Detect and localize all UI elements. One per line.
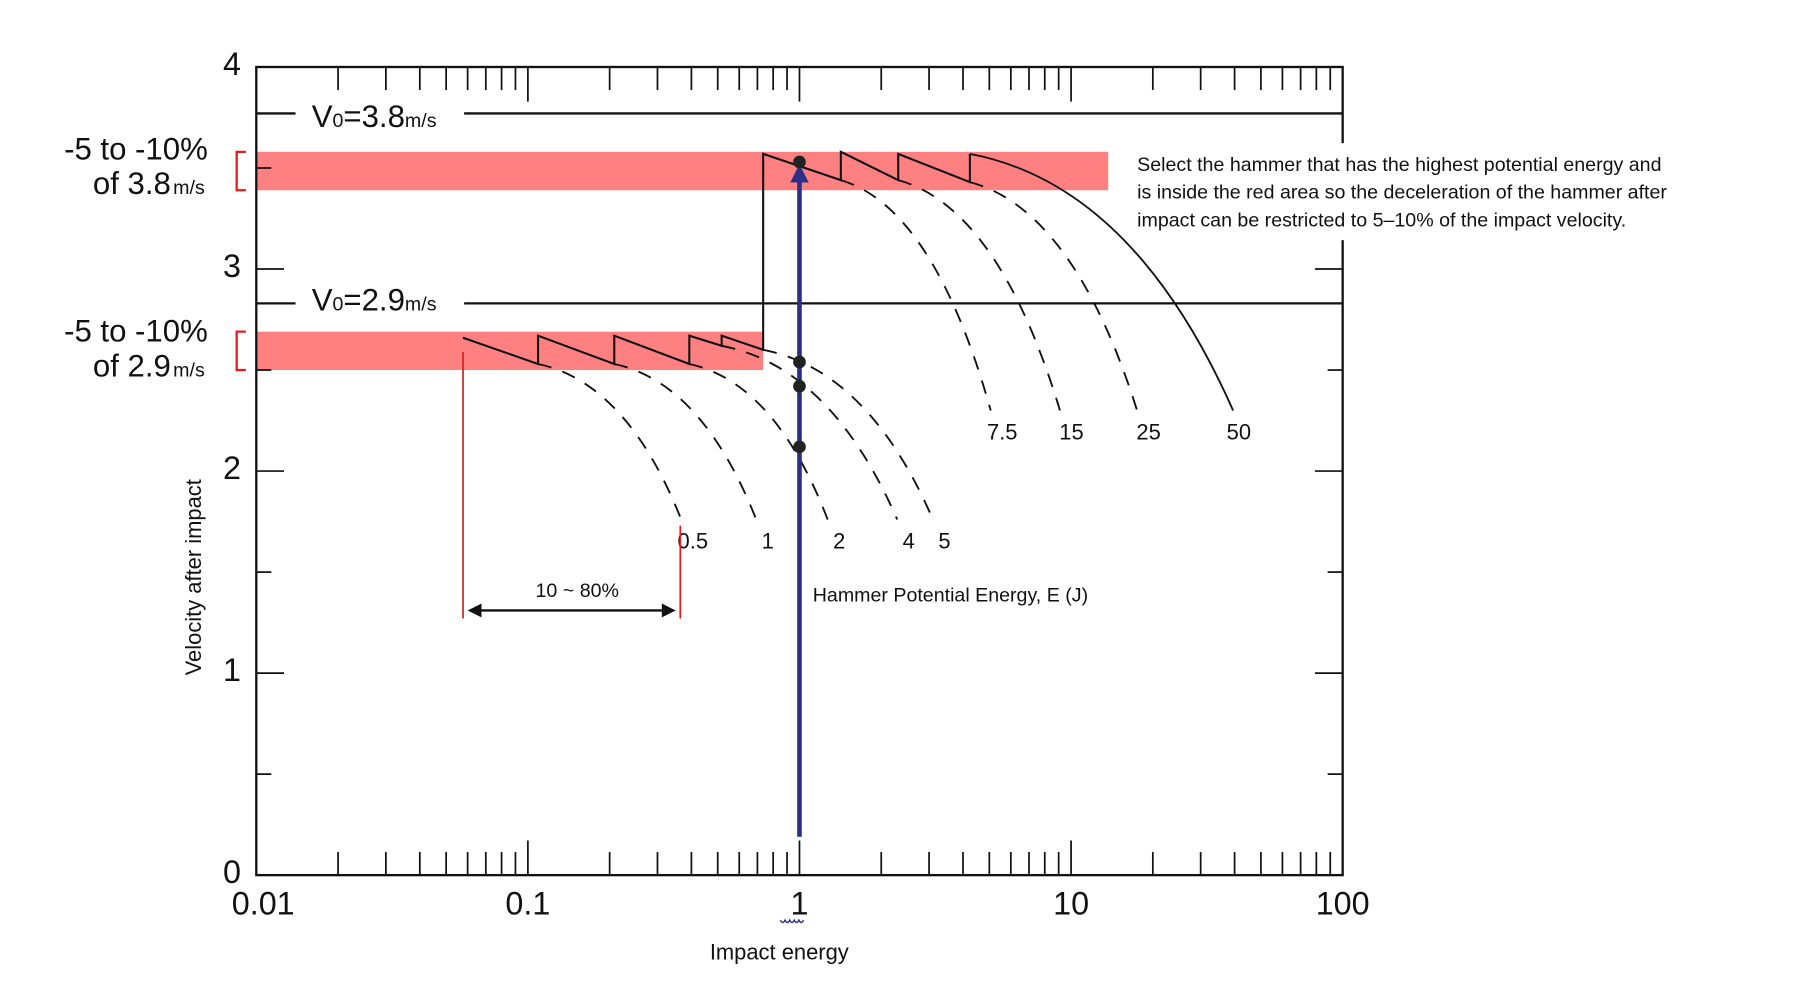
y-axis-title: Velocity after impact <box>181 479 206 675</box>
annotation-line: is inside the red area so the decelerati… <box>1137 182 1667 204</box>
energy-curve-5 <box>762 348 934 520</box>
band-label-2.9: -5 to -10% of 2.9 m/s <box>64 314 208 384</box>
band-label-unit: m/s <box>173 177 205 199</box>
band-3.8 <box>256 151 1109 191</box>
marks: 0.5 1 2 4 5 7.5 15 25 50 <box>462 150 1251 837</box>
v0-label: V0=2.9m/s <box>312 283 437 318</box>
band-label-3.8: -5 to -10% of 3.8 m/s <box>64 131 208 201</box>
spellcheck-squiggle-icon <box>779 918 805 924</box>
energy-curve-label: 25 <box>1136 419 1160 444</box>
energy-curve-0.5 <box>537 363 683 520</box>
y-tick-label: 4 <box>223 46 241 82</box>
arrowhead-up-icon <box>790 163 809 183</box>
data-point <box>793 355 806 369</box>
band-label-line2: of 2.9 <box>93 348 171 383</box>
energy-curve-label: 1 <box>762 528 774 553</box>
curve-family-label: Hammer Potential Energy, E (J) <box>813 585 1088 607</box>
energy-curve-label: 15 <box>1059 419 1083 444</box>
bands <box>235 150 1109 372</box>
energy-curve-50 <box>969 152 1234 411</box>
x-tick-label: 100 <box>1316 885 1370 921</box>
y-tick-label: 3 <box>223 248 241 284</box>
v0-3.8-label: V0=3.8m/s <box>312 99 437 134</box>
v0-label: V0=3.8m/s <box>312 99 437 134</box>
annotation-line: Select the hammer that has the highest p… <box>1137 154 1661 176</box>
energy-curve-label: 5 <box>938 528 950 553</box>
energy-curve-1 <box>614 363 758 520</box>
energy-curve-label: 50 <box>1227 419 1251 444</box>
range-label: 10 ~ 80% <box>536 580 619 602</box>
energy-curve-7.5 <box>840 179 992 411</box>
annotation-line: impact can be restricted to 5–10% of the… <box>1137 209 1626 231</box>
energy-curve-label: 2 <box>833 528 845 553</box>
energy-curve-4 <box>721 344 899 520</box>
x-axis-title: Impact energy <box>710 939 849 964</box>
energy-curve-label: 0.5 <box>678 528 708 553</box>
band-label-line2: of 3.8 <box>93 166 171 201</box>
x-tick-label: 0.01 <box>232 885 295 921</box>
y-tick-label: 1 <box>223 652 241 688</box>
data-point <box>793 379 806 393</box>
x-tick-label: 10 <box>1053 885 1089 921</box>
energy-curve-25 <box>969 181 1138 411</box>
v0-2.9-label: V0=2.9m/s <box>312 283 437 318</box>
energy-curve-2 <box>689 363 829 520</box>
band-label-line1: -5 to -10% <box>64 314 208 349</box>
x-tick-label: 1 <box>790 885 808 921</box>
arrowhead-left-icon <box>467 603 482 618</box>
y-tick-label: 0 <box>223 854 241 890</box>
band-label-line1: -5 to -10% <box>64 131 208 166</box>
energy-curve-label: 4 <box>903 528 915 553</box>
annotation-background <box>1129 143 1753 241</box>
axes: 0.01 0.1 1 10 100 0 1 2 3 4 <box>223 46 1370 921</box>
arrowhead-right-icon <box>661 603 676 618</box>
bracket-band-2.9 <box>235 330 246 372</box>
sawtooth-line <box>462 150 971 366</box>
band-2.9 <box>256 331 764 371</box>
annotation: Select the hammer that has the highest p… <box>1137 154 1667 231</box>
energy-curve-15 <box>897 179 1061 411</box>
band-label-unit: m/s <box>173 359 205 381</box>
data-point <box>793 155 806 169</box>
y-tick-label: 2 <box>223 450 241 486</box>
x-tick-label: 0.1 <box>505 885 550 921</box>
bracket-band-3.8 <box>235 150 246 192</box>
data-point <box>793 440 806 454</box>
energy-curve-label: 7.5 <box>987 419 1017 444</box>
